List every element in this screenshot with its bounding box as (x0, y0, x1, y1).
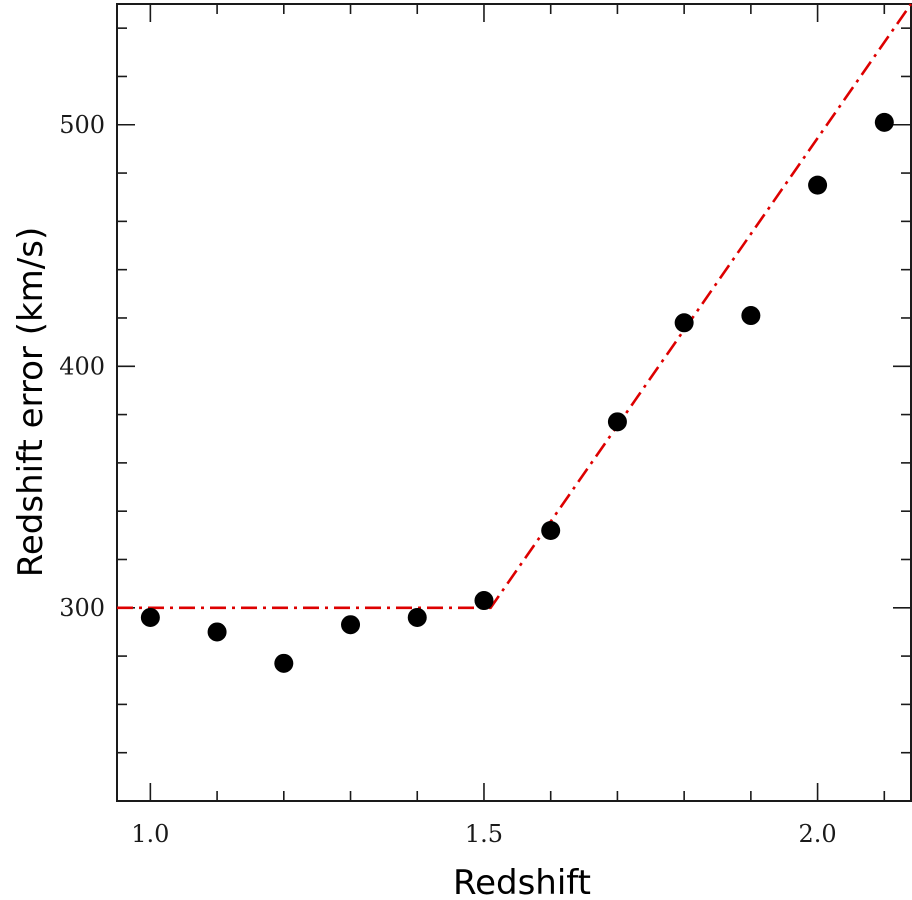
axis-ticks (117, 4, 911, 801)
x-tick-label: 2.0 (799, 820, 837, 848)
plot-frame (116, 3, 912, 802)
y-tick-label: 300 (59, 594, 105, 622)
x-tick-label: 1.5 (465, 820, 503, 848)
data-point (207, 622, 227, 642)
data-point (341, 615, 361, 635)
y-axis-label: Redshift error (km/s) (11, 227, 51, 577)
x-tick-label: 1.0 (131, 820, 169, 848)
reference-line (117, 3, 912, 610)
data-point (274, 653, 294, 673)
y-tick-label: 500 (59, 111, 105, 139)
data-point (808, 175, 828, 195)
y-tick-label: 400 (59, 352, 105, 380)
y-tick-labels: 300 400 500 (59, 111, 105, 622)
data-point (874, 112, 894, 132)
data-point (140, 607, 160, 627)
data-points (140, 112, 894, 673)
data-point (474, 591, 494, 611)
x-axis-label: Redshift (453, 863, 591, 900)
data-point (541, 521, 561, 541)
fit-line (117, 3, 912, 610)
data-point (741, 306, 761, 326)
data-point (674, 313, 694, 333)
x-tick-labels: 1.0 1.5 2.0 (131, 820, 836, 848)
data-point (407, 607, 427, 627)
data-point (607, 412, 627, 432)
